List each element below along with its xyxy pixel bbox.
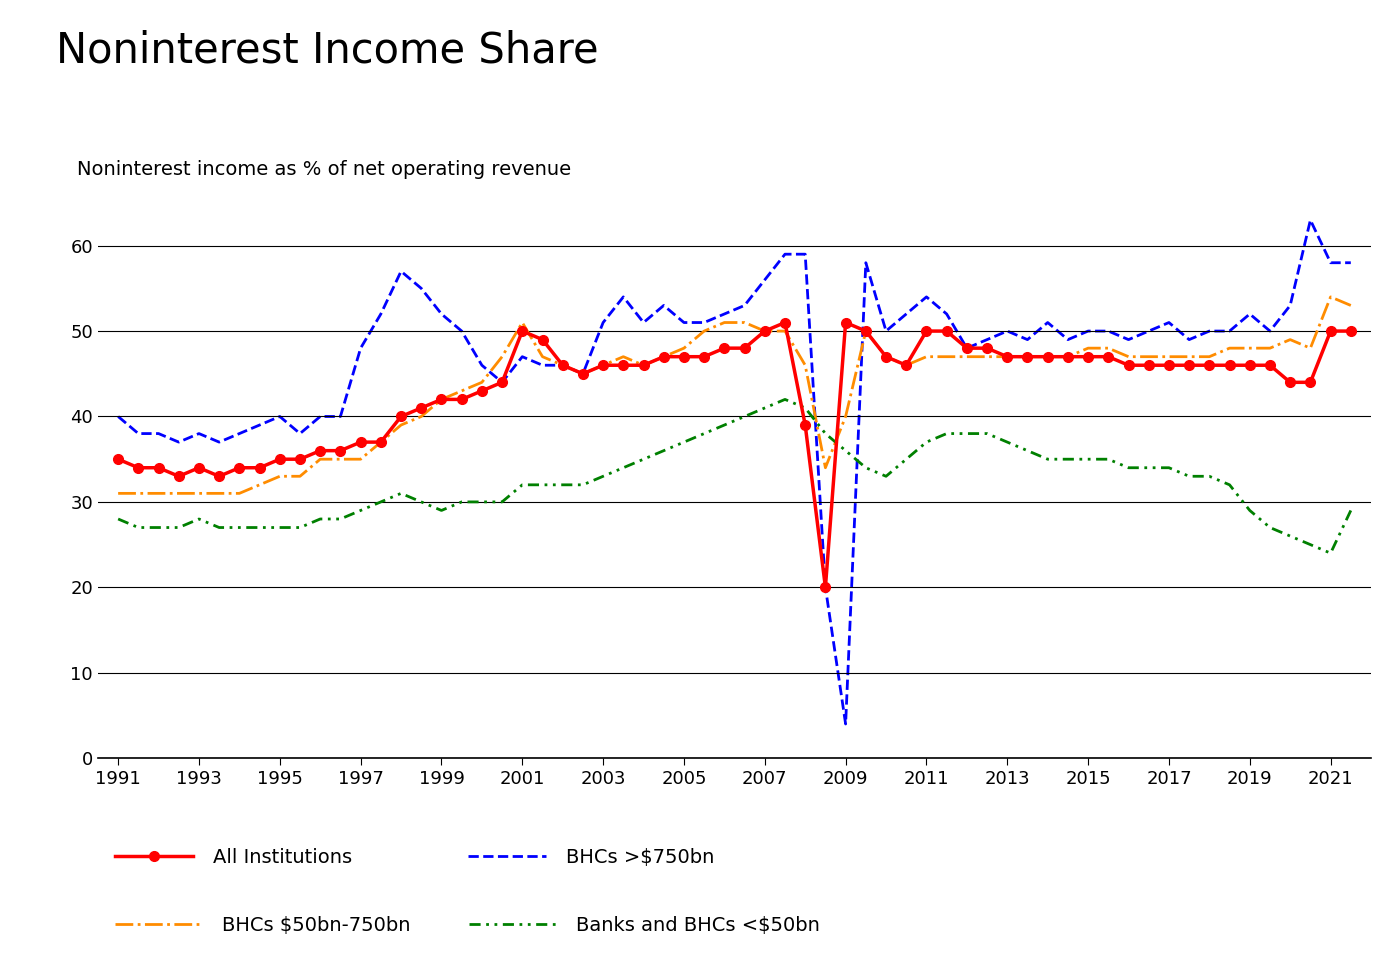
Text: Noninterest income as % of net operating revenue: Noninterest income as % of net operating…	[77, 160, 571, 180]
Legend: BHCs $50bn-750bn, Banks and BHCs <$50bn: BHCs $50bn-750bn, Banks and BHCs <$50bn	[108, 908, 828, 943]
Legend: All Institutions, BHCs >$750bn: All Institutions, BHCs >$750bn	[108, 840, 722, 875]
Text: Noninterest Income Share: Noninterest Income Share	[56, 29, 599, 71]
